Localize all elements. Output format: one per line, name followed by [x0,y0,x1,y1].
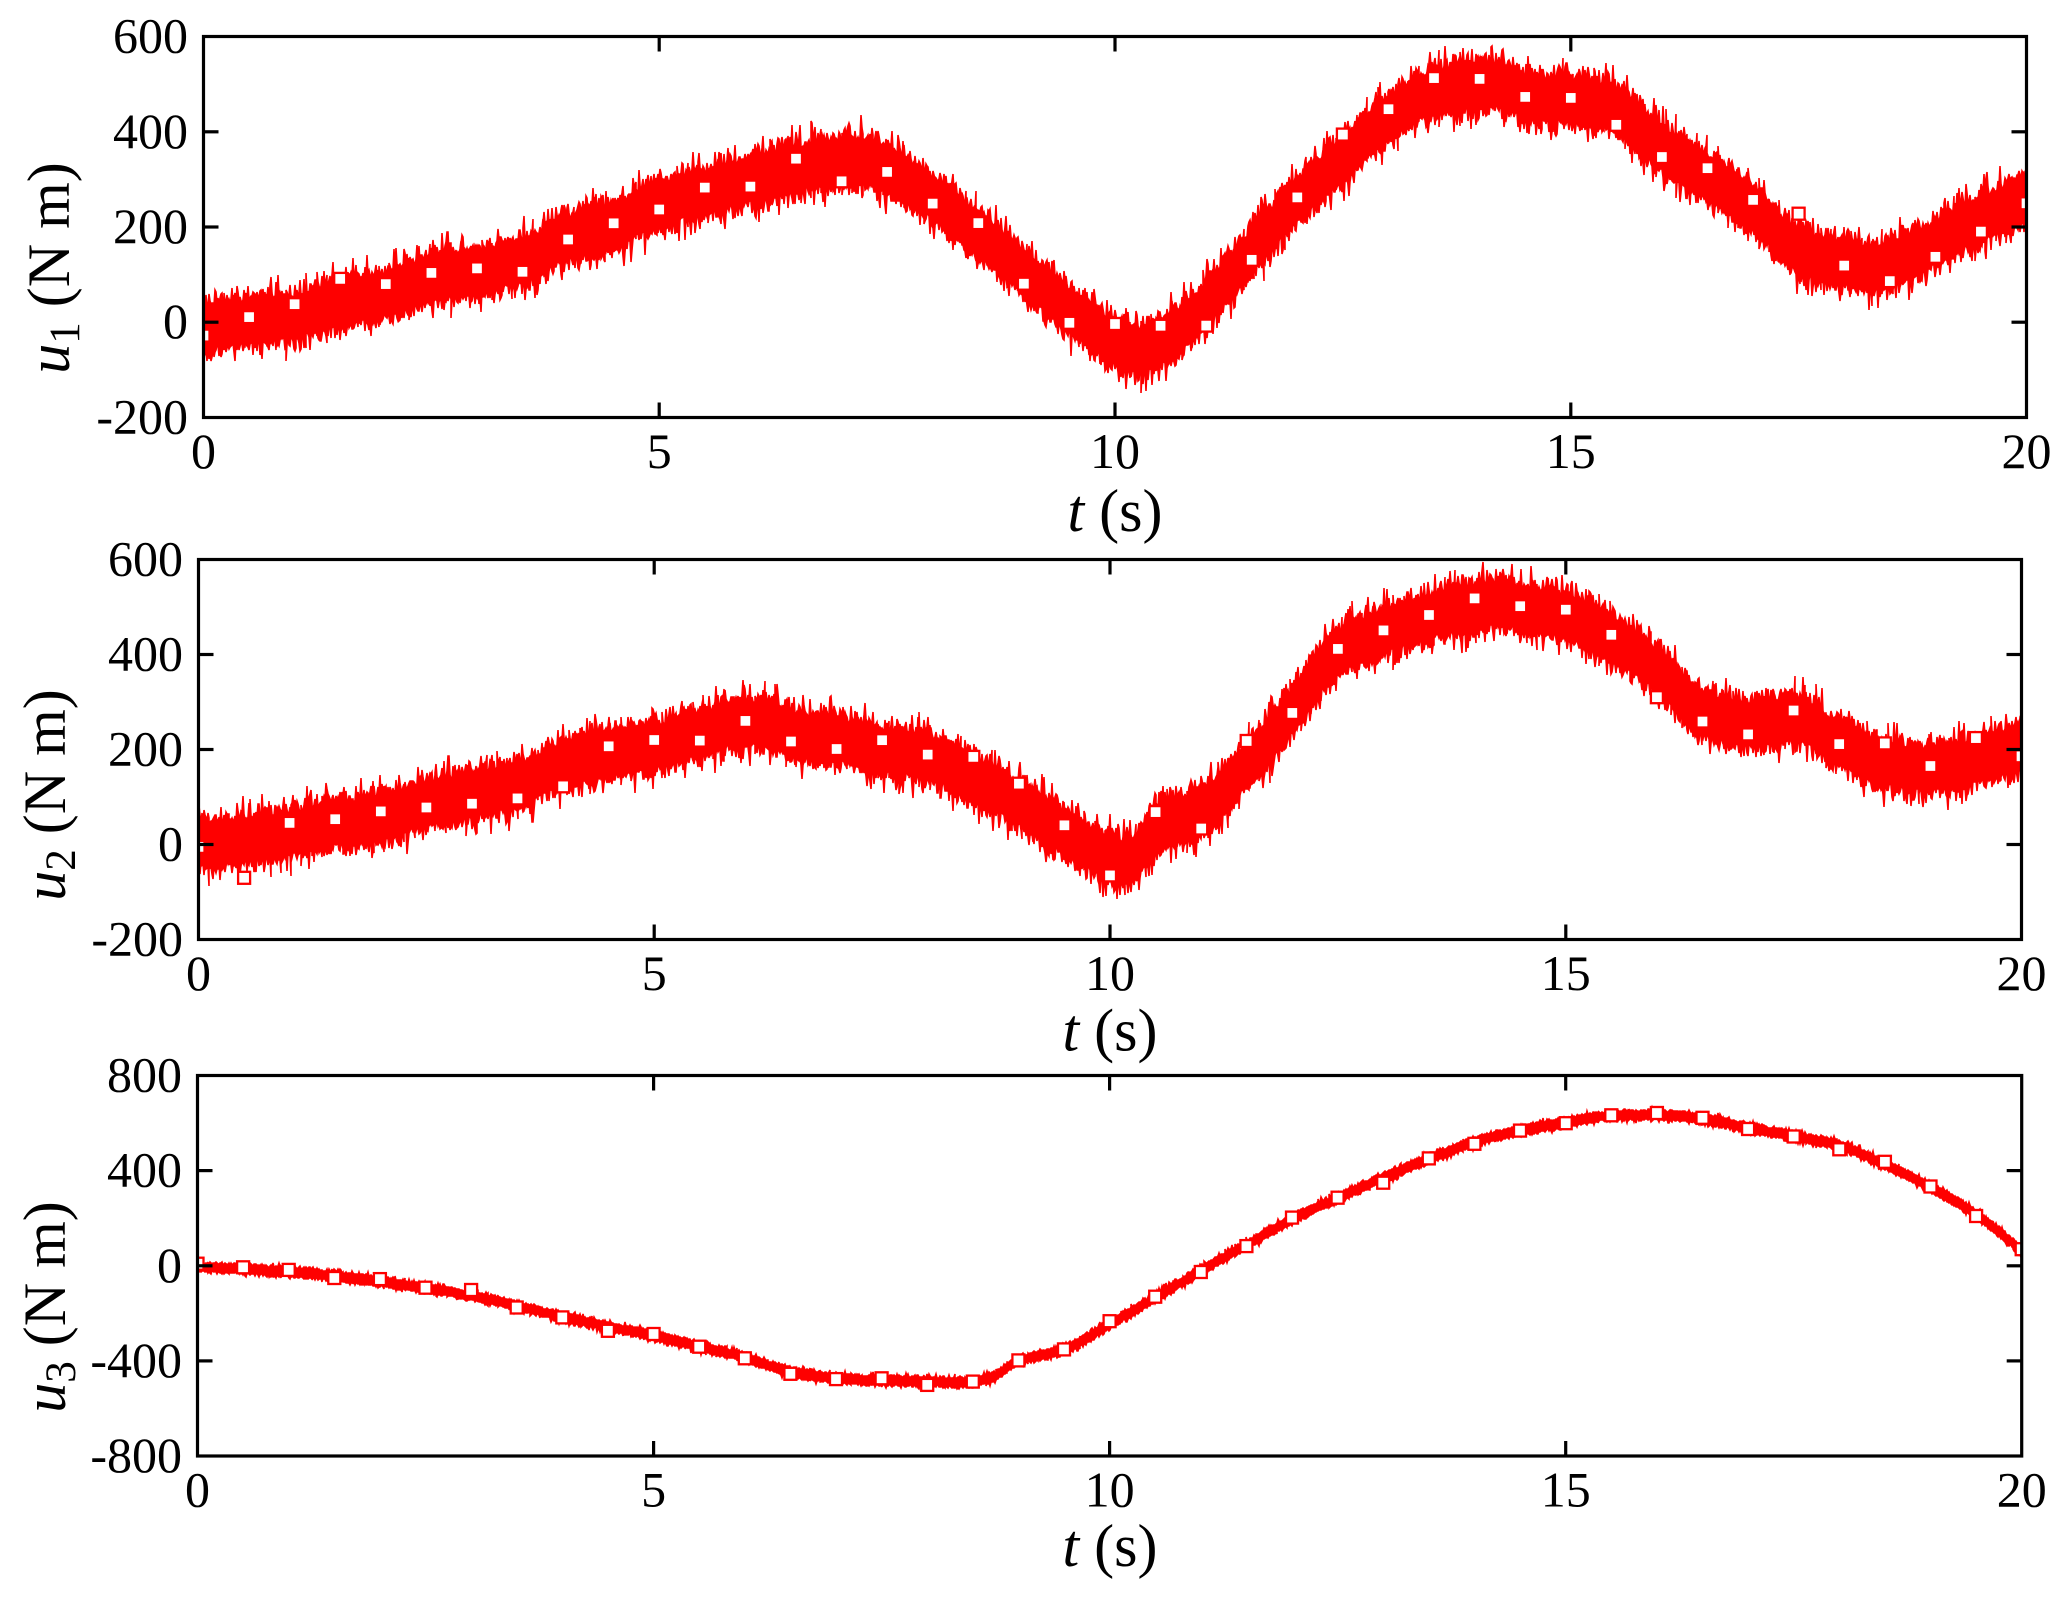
svg-text:20: 20 [1997,1462,2047,1518]
svg-text:-200: -200 [96,389,188,445]
svg-text:0: 0 [191,423,216,479]
svg-text:600: 600 [108,531,183,587]
svg-text:400: 400 [107,1142,182,1198]
svg-text:-800: -800 [90,1427,182,1483]
svg-text:0: 0 [185,1462,210,1518]
svg-text:0: 0 [186,945,211,1001]
svg-text:0: 0 [158,816,183,872]
svg-text:20: 20 [2002,423,2052,479]
svg-text:10: 10 [1085,1462,1135,1518]
svg-text:10: 10 [1090,423,1140,479]
svg-text:10: 10 [1085,945,1135,1001]
svg-text:0: 0 [163,293,188,349]
svg-text:5: 5 [647,423,672,479]
svg-text:200: 200 [113,198,188,254]
svg-text:u3 (N m): u3 (N m) [12,1201,85,1412]
svg-text:15: 15 [1541,945,1591,1001]
svg-text:u1 (N m): u1 (N m) [16,162,89,373]
svg-text:15: 15 [1541,1462,1591,1518]
svg-text:t (s): t (s) [1068,478,1163,544]
svg-text:0: 0 [157,1237,182,1293]
svg-text:200: 200 [108,721,183,777]
svg-text:-200: -200 [91,911,183,967]
svg-text:20: 20 [1997,945,2047,1001]
svg-text:15: 15 [1546,423,1596,479]
svg-text:400: 400 [108,626,183,682]
svg-text:800: 800 [107,1047,182,1103]
svg-text:400: 400 [113,103,188,159]
svg-text:5: 5 [642,945,667,1001]
svg-text:u2 (N m): u2 (N m) [12,689,85,900]
svg-text:-400: -400 [90,1332,182,1388]
svg-text:t (s): t (s) [1063,998,1158,1064]
svg-text:5: 5 [641,1462,666,1518]
svg-text:600: 600 [113,8,188,64]
svg-text:t (s): t (s) [1063,1513,1158,1579]
